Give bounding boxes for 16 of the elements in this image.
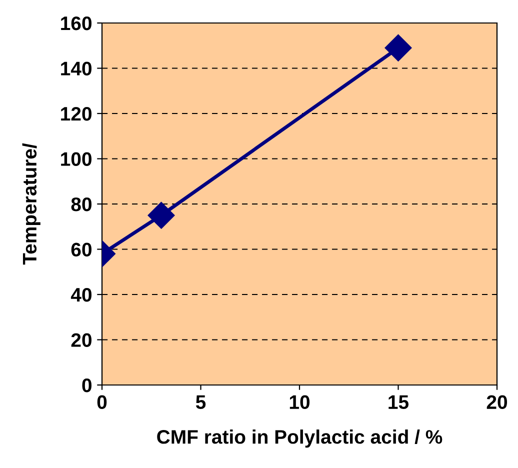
x-tick-label: 15 [388,395,409,410]
x-tick-label: 20 [486,395,508,410]
x-tick-label: 5 [196,395,206,410]
y-axis-title: Temperature/ [22,143,40,265]
y-tick-label: 80 [71,197,92,212]
y-tick-label: 40 [70,288,92,302]
y-tick-label: 120 [61,106,92,121]
y-tick-label: 160 [61,16,92,30]
y-tick-label: 20 [71,333,92,347]
y-tick-label: 60 [71,242,92,256]
y-tick-label: 0 [82,378,92,392]
x-tick-label: 10 [290,395,310,410]
y-tick-label: 100 [61,152,92,166]
y-tick-label: 140 [61,62,92,76]
x-axis-title: CMF ratio in Polylactic acid / % [157,430,442,448]
x-tick-label: 0 [97,395,107,410]
